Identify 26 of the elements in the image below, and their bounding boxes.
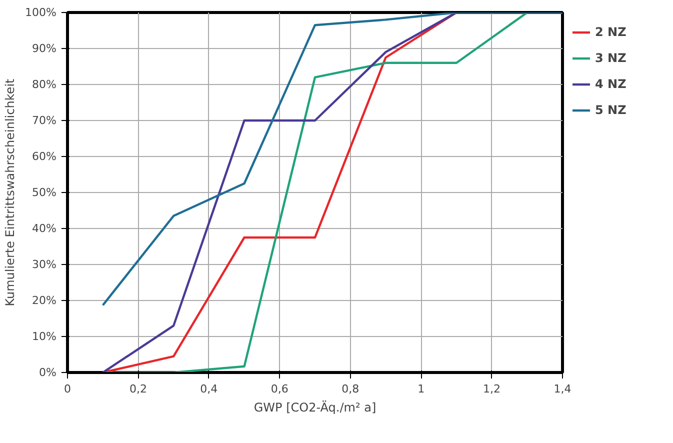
y-tick-label: 80% [32, 78, 57, 91]
y-tick-label: 20% [32, 294, 57, 307]
x-tick-label: 0,4 [200, 382, 218, 396]
y-axis-title: Kumulierte Eintrittswahrscheinlichkeit [3, 78, 18, 306]
legend-label: 5 NZ [595, 103, 626, 117]
x-tick-label: 0 [64, 382, 71, 396]
y-tick-label: 40% [32, 222, 57, 235]
y-tick-label: 30% [32, 258, 57, 271]
y-tick-label: 100% [25, 6, 57, 19]
legend-label: 3 NZ [595, 51, 626, 65]
x-tick-label: 1,2 [483, 382, 501, 396]
x-tick-label: 1,4 [554, 382, 572, 396]
x-tick-label: 0,6 [270, 382, 288, 396]
y-tick-label: 10% [32, 330, 57, 343]
legend-label: 4 NZ [595, 77, 626, 91]
x-axis-title: GWP [CO2-Äq./m² a] [254, 400, 376, 414]
y-tick-label: 0% [39, 366, 56, 379]
y-tick-label: 60% [32, 150, 57, 163]
legend-label: 2 NZ [595, 25, 626, 39]
y-tick-label: 90% [32, 42, 57, 55]
line-series [102, 12, 562, 306]
x-tick-label: 0,8 [342, 382, 360, 396]
x-tick-label: 1 [418, 382, 425, 396]
x-tick-label: 0,2 [129, 382, 147, 396]
y-tick-label: 70% [32, 114, 57, 127]
y-tick-label: 50% [32, 186, 57, 199]
